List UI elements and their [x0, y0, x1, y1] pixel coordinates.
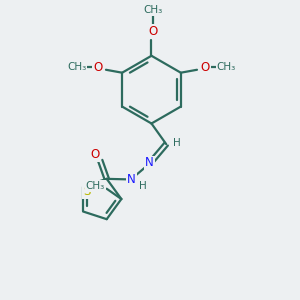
Text: S: S	[83, 185, 90, 198]
Text: O: O	[148, 25, 158, 38]
Text: O: O	[201, 61, 210, 74]
Text: CH₃: CH₃	[67, 62, 86, 72]
Text: CH₃: CH₃	[217, 62, 236, 72]
Text: H: H	[172, 138, 180, 148]
Text: CH₃: CH₃	[86, 181, 105, 191]
Text: N: N	[127, 173, 136, 186]
Text: CH₃: CH₃	[143, 5, 163, 15]
Text: H: H	[140, 181, 147, 191]
Text: O: O	[93, 61, 102, 74]
Text: O: O	[90, 148, 100, 160]
Text: N: N	[145, 157, 154, 169]
